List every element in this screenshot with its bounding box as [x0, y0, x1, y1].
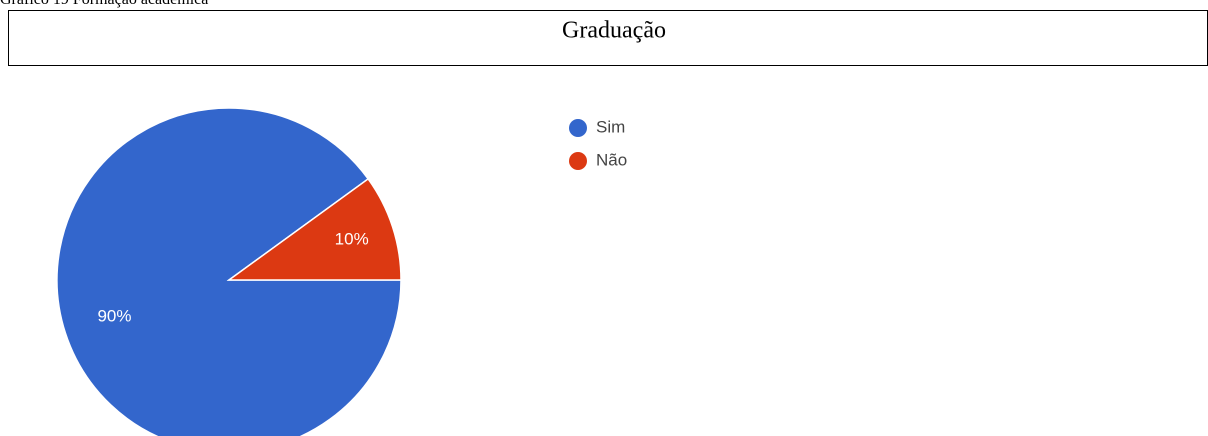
data-label: 90% — [97, 307, 131, 326]
legend-swatch — [569, 119, 587, 137]
chart-title: Graduação — [562, 18, 666, 44]
pie-slice — [56, 107, 402, 436]
legend-label: Não — [596, 150, 627, 169]
legend-label: Sim — [596, 117, 625, 136]
pie-slice — [226, 177, 402, 281]
legend-swatch — [569, 152, 587, 170]
data-label: 10% — [335, 230, 369, 249]
caption: Gráfico 19 Formação acadêmica — [0, 0, 208, 8]
